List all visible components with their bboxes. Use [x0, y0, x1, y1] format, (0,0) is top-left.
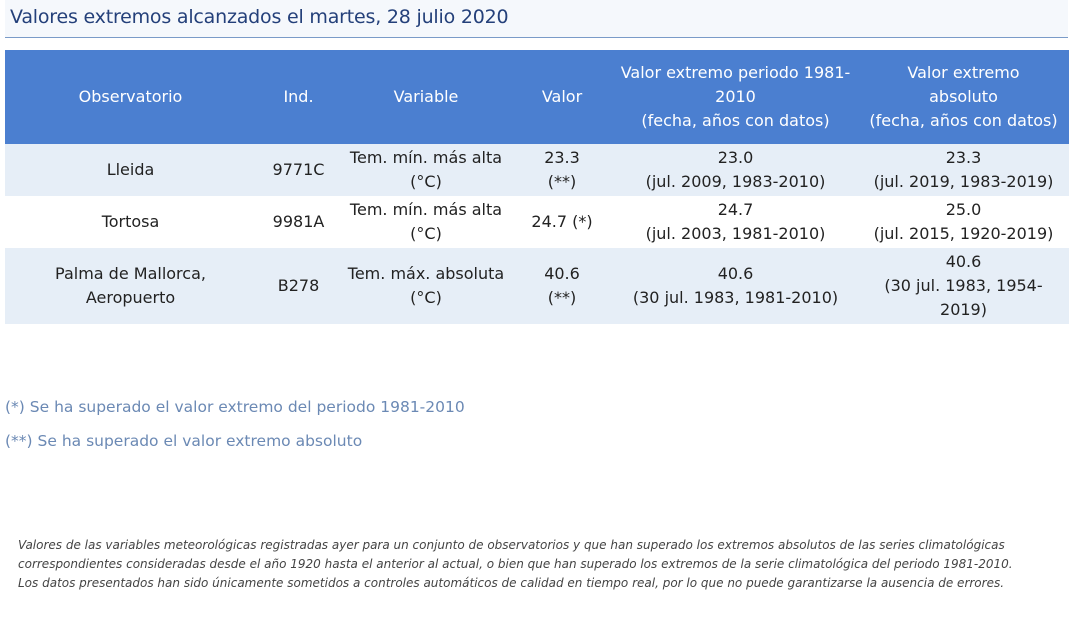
cell-periodo: 23.0 (jul. 2009, 1983-2010)	[613, 144, 858, 196]
cell-line: Tem. mín. más alta	[349, 148, 503, 167]
cell-line: (**)	[547, 172, 577, 191]
cell-line: Tem. mín. más alta	[349, 200, 503, 219]
cell-line: 2019)	[940, 300, 987, 319]
cell-ind: 9981A	[256, 196, 341, 248]
disclaimer: Valores de las variables meteorológicas …	[18, 536, 1060, 593]
cell-line: (jul. 2015, 1920-2019)	[873, 224, 1054, 243]
disclaimer-line: Los datos presentados han sido únicament…	[18, 576, 1005, 590]
cell-line: (°C)	[410, 224, 442, 243]
cell-line: 23.3	[544, 148, 580, 167]
extremes-table: Observatorio Ind. Variable Valor Valor e…	[5, 50, 1069, 324]
cell-line: 40.6	[717, 264, 754, 283]
cell-line: 24.7 (*)	[531, 212, 593, 231]
cell-absoluto: 23.3 (jul. 2019, 1983-2019)	[858, 144, 1069, 196]
cell-line: (jul. 2009, 1983-2010)	[645, 172, 826, 191]
disclaimer-line: Valores de las variables meteorológicas …	[18, 538, 1005, 552]
cell-line: 25.0	[945, 200, 982, 219]
cell-ind: B278	[256, 248, 341, 324]
header-line: Valor extremo	[907, 63, 1020, 82]
disclaimer-line: correspondientes consideradas desde el a…	[18, 557, 1013, 571]
cell-periodo: 40.6 (30 jul. 1983, 1981-2010)	[613, 248, 858, 324]
cell-observatorio: Palma de Mallorca, Aeropuerto	[5, 248, 256, 324]
cell-line: (jul. 2019, 1983-2019)	[873, 172, 1054, 191]
cell-line: (°C)	[410, 288, 442, 307]
cell-observatorio: Tortosa	[5, 196, 256, 248]
footnote-periodo: (*) Se ha superado el valor extremo del …	[5, 398, 465, 416]
header-valor-extremo-periodo: Valor extremo periodo 1981- 2010 (fecha,…	[613, 50, 858, 144]
cell-observatorio: Lleida	[5, 144, 256, 196]
header-observatorio: Observatorio	[5, 50, 256, 144]
cell-variable: Tem. mín. más alta (°C)	[341, 144, 511, 196]
header-line: 2010	[715, 87, 756, 106]
cell-absoluto: 25.0 (jul. 2015, 1920-2019)	[858, 196, 1069, 248]
header-valor-extremo-absoluto: Valor extremo absoluto (fecha, años con …	[858, 50, 1069, 144]
header-valor: Valor	[511, 50, 613, 144]
footnote-absoluto: (**) Se ha superado el valor extremo abs…	[5, 432, 363, 450]
cell-line: 40.6	[544, 264, 580, 283]
page-title: Valores extremos alcanzados el martes, 2…	[10, 6, 509, 28]
header-line: (fecha, años con datos)	[869, 111, 1058, 130]
cell-line: Aeropuerto	[85, 288, 176, 307]
table-header-row: Observatorio Ind. Variable Valor Valor e…	[5, 50, 1069, 144]
cell-line: (°C)	[410, 172, 442, 191]
cell-line: (30 jul. 1983, 1954-	[884, 276, 1043, 295]
cell-line: 23.0	[717, 148, 754, 167]
table-row: Palma de Mallorca, Aeropuerto B278 Tem. …	[5, 248, 1069, 324]
table-row: Tortosa 9981A Tem. mín. más alta (°C) 24…	[5, 196, 1069, 248]
cell-absoluto: 40.6 (30 jul. 1983, 1954- 2019)	[858, 248, 1069, 324]
cell-periodo: 24.7 (jul. 2003, 1981-2010)	[613, 196, 858, 248]
header-line: (fecha, años con datos)	[641, 111, 830, 130]
cell-line: 23.3	[945, 148, 982, 167]
header-line: absoluto	[929, 87, 998, 106]
table-row: Lleida 9771C Tem. mín. más alta (°C) 23.…	[5, 144, 1069, 196]
cell-ind: 9771C	[256, 144, 341, 196]
cell-line: (**)	[547, 288, 577, 307]
cell-line: Palma de Mallorca,	[55, 264, 206, 283]
header-variable: Variable	[341, 50, 511, 144]
footnotes: (*) Se ha superado el valor extremo del …	[5, 396, 465, 464]
cell-valor: 40.6 (**)	[511, 248, 613, 324]
header-ind: Ind.	[256, 50, 341, 144]
cell-line: (30 jul. 1983, 1981-2010)	[632, 288, 839, 307]
header-line: Valor extremo periodo 1981-	[620, 63, 851, 82]
cell-line: Tortosa	[101, 212, 160, 231]
cell-valor: 23.3 (**)	[511, 144, 613, 196]
cell-line: 24.7	[717, 200, 754, 219]
cell-line: Lleida	[106, 160, 155, 179]
cell-variable: Tem. máx. absoluta (°C)	[341, 248, 511, 324]
cell-line: (jul. 2003, 1981-2010)	[645, 224, 826, 243]
cell-valor: 24.7 (*)	[511, 196, 613, 248]
title-bar: Valores extremos alcanzados el martes, 2…	[5, 0, 1068, 38]
cell-variable: Tem. mín. más alta (°C)	[341, 196, 511, 248]
cell-line: Tem. máx. absoluta	[347, 264, 505, 283]
cell-line: 40.6	[945, 252, 982, 271]
